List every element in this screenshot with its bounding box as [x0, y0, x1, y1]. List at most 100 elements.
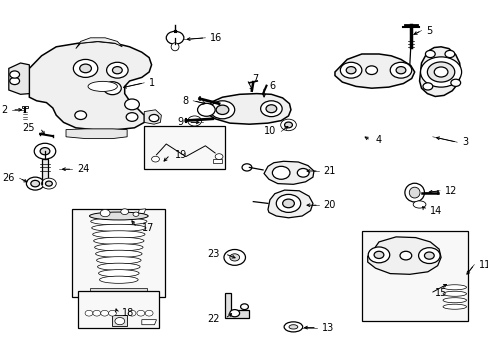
Text: 8: 8 [182, 96, 188, 106]
Text: 21: 21 [323, 166, 335, 176]
Circle shape [151, 156, 159, 162]
Circle shape [197, 103, 215, 116]
Circle shape [73, 59, 98, 77]
Circle shape [346, 67, 355, 74]
Polygon shape [76, 38, 122, 49]
Polygon shape [419, 47, 460, 96]
Text: 18: 18 [122, 308, 134, 318]
Circle shape [427, 62, 454, 82]
Circle shape [75, 111, 86, 120]
Circle shape [242, 164, 251, 171]
Text: 3: 3 [461, 137, 468, 147]
Circle shape [367, 247, 389, 263]
Circle shape [297, 168, 308, 177]
Circle shape [272, 166, 289, 179]
Circle shape [80, 64, 91, 73]
Text: 13: 13 [321, 323, 333, 333]
Polygon shape [144, 110, 161, 124]
Polygon shape [334, 54, 414, 88]
Text: 7: 7 [251, 74, 258, 84]
Ellipse shape [408, 187, 419, 198]
Circle shape [166, 31, 183, 44]
Circle shape [137, 310, 144, 316]
Circle shape [112, 67, 122, 74]
Circle shape [240, 304, 248, 310]
Circle shape [41, 178, 56, 189]
Ellipse shape [91, 218, 146, 225]
Circle shape [124, 99, 139, 110]
Circle shape [10, 77, 20, 85]
Ellipse shape [96, 257, 141, 264]
Text: 1: 1 [149, 78, 155, 88]
Circle shape [444, 50, 454, 58]
Ellipse shape [171, 43, 179, 51]
Circle shape [106, 62, 128, 78]
Polygon shape [367, 237, 440, 274]
Ellipse shape [94, 237, 143, 244]
Circle shape [85, 310, 93, 316]
Ellipse shape [284, 322, 302, 332]
Circle shape [126, 113, 138, 121]
Ellipse shape [412, 201, 425, 208]
Text: 2: 2 [1, 105, 7, 115]
Circle shape [101, 310, 108, 316]
Polygon shape [267, 190, 312, 218]
Circle shape [100, 210, 110, 217]
Circle shape [399, 251, 411, 260]
Circle shape [45, 181, 52, 186]
Circle shape [229, 254, 239, 261]
Bar [72, 209, 165, 297]
Circle shape [93, 310, 101, 316]
Text: 22: 22 [207, 314, 220, 324]
Bar [78, 291, 159, 328]
Circle shape [115, 318, 124, 325]
Circle shape [149, 114, 159, 122]
Polygon shape [264, 161, 313, 184]
Ellipse shape [442, 304, 466, 309]
Circle shape [187, 116, 201, 126]
Bar [361, 231, 468, 321]
Ellipse shape [442, 285, 466, 290]
Circle shape [34, 143, 56, 159]
Circle shape [26, 177, 44, 190]
Circle shape [128, 310, 136, 316]
Polygon shape [41, 159, 48, 180]
Text: 20: 20 [323, 200, 335, 210]
Text: 25: 25 [22, 123, 35, 133]
Polygon shape [138, 209, 145, 214]
Circle shape [284, 122, 292, 128]
Circle shape [389, 62, 411, 78]
Circle shape [422, 83, 432, 90]
Text: 12: 12 [444, 186, 456, 196]
Text: 24: 24 [77, 164, 89, 174]
Circle shape [418, 248, 439, 264]
Bar [144, 126, 224, 169]
Circle shape [133, 212, 139, 216]
Circle shape [145, 310, 153, 316]
Text: 23: 23 [207, 249, 220, 259]
Circle shape [282, 199, 294, 208]
Circle shape [340, 62, 361, 78]
Circle shape [216, 105, 228, 114]
Polygon shape [112, 315, 127, 326]
Circle shape [229, 310, 239, 317]
Ellipse shape [98, 270, 139, 277]
Circle shape [365, 66, 377, 75]
Polygon shape [224, 293, 249, 318]
Polygon shape [29, 41, 151, 130]
Circle shape [395, 67, 405, 74]
Circle shape [108, 310, 116, 316]
Ellipse shape [92, 224, 146, 231]
Text: 6: 6 [268, 81, 275, 91]
Polygon shape [9, 63, 29, 94]
Ellipse shape [88, 81, 117, 91]
Circle shape [280, 119, 296, 131]
Circle shape [265, 105, 276, 113]
Text: 10: 10 [264, 126, 276, 136]
Text: 17: 17 [142, 222, 154, 233]
Ellipse shape [442, 291, 466, 296]
Circle shape [215, 154, 223, 159]
Polygon shape [142, 320, 156, 325]
Circle shape [10, 71, 20, 78]
Circle shape [31, 180, 40, 187]
